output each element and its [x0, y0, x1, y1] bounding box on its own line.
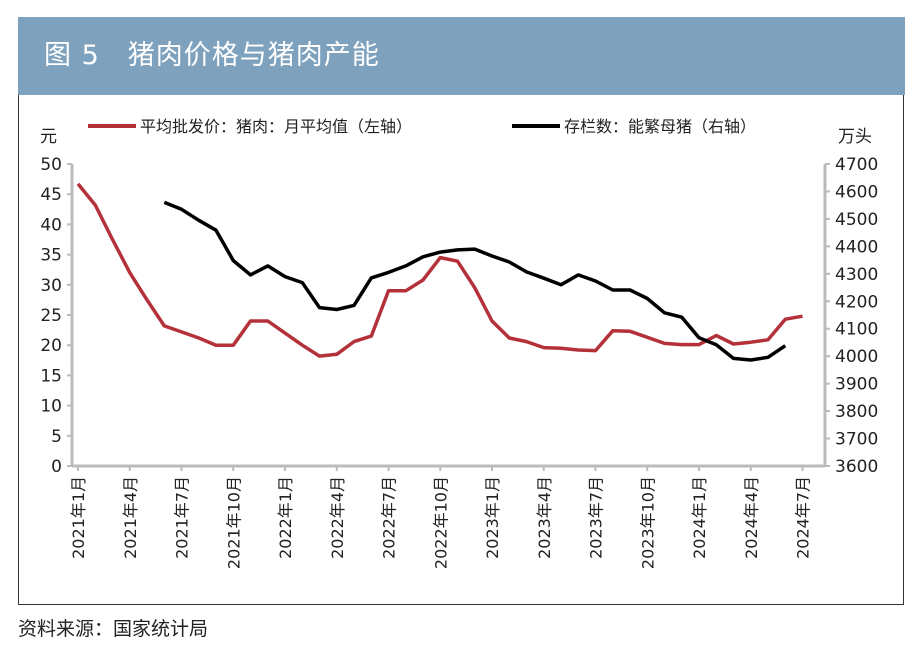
- x-tick-label: 2022年10月: [431, 476, 450, 569]
- right-tick-label: 4300: [835, 265, 878, 285]
- x-tick-label: 2021年4月: [121, 476, 140, 559]
- left-tick-label: 50: [40, 155, 62, 175]
- right-tick-label: 4600: [835, 182, 878, 202]
- sows-series-line: [163, 200, 787, 362]
- x-tick-label: 2021年1月: [69, 476, 88, 559]
- x-tick-label: 2023年7月: [587, 476, 606, 559]
- left-tick-label: 0: [51, 457, 62, 477]
- left-tick-label: 5: [51, 427, 62, 447]
- right-tick-label: 4400: [835, 237, 878, 257]
- x-tick-label: 2024年7月: [794, 476, 813, 559]
- x-tick-label: 2022年1月: [276, 476, 295, 559]
- right-tick-label: 3600: [835, 457, 878, 477]
- x-tick-label: 2023年1月: [483, 476, 502, 559]
- x-tick-label: 2024年4月: [742, 476, 761, 559]
- chart-title: 图 5 猪肉价格与猪肉产能: [18, 17, 905, 95]
- left-tick-label: 30: [40, 276, 62, 296]
- right-tick-label: 4100: [835, 320, 878, 340]
- left-tick-label: 20: [40, 336, 62, 356]
- legend-label-sows: 存栏数：能繁母猪（右轴）: [564, 117, 756, 136]
- right-tick-label: 4200: [835, 292, 878, 312]
- left-tick-label: 35: [40, 246, 62, 266]
- chart-frame: [18, 95, 904, 605]
- x-tick-label: 2022年7月: [380, 476, 399, 559]
- right-unit-label: 万头: [838, 127, 872, 147]
- right-tick-label: 3900: [835, 375, 878, 395]
- left-tick-label: 10: [40, 397, 62, 417]
- left-tick-label: 25: [40, 306, 62, 326]
- x-tick-label: 2024年1月: [690, 476, 709, 559]
- left-unit-label: 元: [40, 127, 57, 147]
- source-note: 资料来源：国家统计局: [18, 618, 209, 640]
- left-tick-label: 45: [40, 185, 62, 205]
- left-tick-label: 15: [40, 366, 62, 386]
- left-tick-label: 40: [40, 215, 62, 235]
- right-tick-label: 3700: [835, 430, 878, 450]
- x-tick-label: 2023年4月: [535, 476, 554, 559]
- legend-label-price: 平均批发价：猪肉：月平均值（左轴）: [140, 117, 412, 136]
- x-tick-label: 2021年7月: [173, 476, 192, 559]
- right-tick-label: 4000: [835, 347, 878, 367]
- x-tick-label: 2023年10月: [638, 476, 657, 569]
- x-tick-label: 2022年4月: [328, 476, 347, 559]
- right-tick-label: 3800: [835, 402, 878, 422]
- x-tick-label: 2021年10月: [224, 476, 243, 569]
- right-tick-label: 4700: [835, 155, 878, 175]
- right-tick-label: 4500: [835, 210, 878, 230]
